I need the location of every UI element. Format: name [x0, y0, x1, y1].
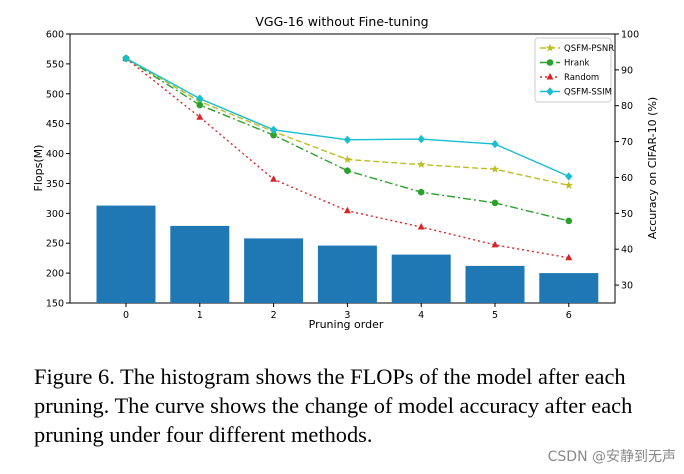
- chart: VGG-16 without Fine-tuning 1502002503003…: [32, 14, 659, 331]
- point-random-4: [417, 223, 425, 230]
- legend: QSFM-PSNR Hrank Random QSFM-SSIM: [534, 37, 614, 103]
- point-qsfm-ssim-1: [196, 94, 204, 103]
- legend-label-random: Random: [564, 73, 599, 83]
- left-tick-label: 150: [46, 299, 64, 310]
- x-axis: 0 1 2 3 4 5 6: [123, 303, 572, 321]
- point-qsfm-ssim-2: [270, 125, 278, 134]
- watermark: CSDN @安静到无声: [547, 449, 676, 465]
- right-tick-label: 70: [621, 137, 633, 148]
- legend-box: [534, 37, 612, 103]
- legend-marker-hrank: [546, 59, 554, 66]
- point-qsfm-psnr-6: [564, 181, 573, 189]
- x-tick-label: 0: [123, 310, 129, 321]
- bar-series: [96, 205, 599, 303]
- bar-5: [465, 265, 525, 303]
- right-tick-label: 40: [621, 245, 633, 256]
- right-tick-label: 50: [621, 209, 633, 220]
- legend-label-hrank: Hrank: [564, 59, 589, 69]
- right-tick-label: 90: [621, 65, 633, 76]
- bar-3: [317, 245, 377, 303]
- point-random-2: [270, 175, 278, 182]
- legend-label-qsfm-psnr: QSFM-PSNR: [564, 44, 614, 54]
- bar-4: [391, 254, 451, 303]
- y-axis-left-label: Flops(M): [32, 145, 45, 192]
- bar-1: [170, 225, 230, 303]
- point-hrank-1: [196, 101, 204, 109]
- left-axis: 150 200 250 300 350 400 450 500 550 600: [46, 30, 70, 310]
- x-tick-label: 1: [197, 310, 203, 321]
- left-tick-label: 300: [46, 209, 64, 220]
- point-qsfm-ssim-4: [417, 134, 425, 144]
- left-tick-label: 550: [46, 59, 64, 70]
- left-tick-label: 500: [46, 89, 64, 100]
- left-tick-label: 450: [46, 119, 64, 130]
- point-qsfm-ssim-6: [565, 172, 573, 181]
- x-tick-label: 3: [344, 310, 350, 321]
- left-tick-label: 350: [46, 179, 64, 190]
- chart-title: VGG-16 without Fine-tuning: [255, 14, 428, 29]
- point-random-5: [491, 240, 499, 248]
- x-tick-label: 5: [492, 310, 498, 321]
- point-hrank-2: [270, 131, 277, 139]
- point-qsfm-ssim-5: [491, 139, 499, 149]
- legend-marker-qsfm-psnr: [545, 43, 555, 52]
- legend-marker-random: [546, 73, 554, 80]
- right-tick-label: 100: [621, 30, 639, 41]
- right-tick-label: 30: [621, 281, 633, 292]
- point-qsfm-psnr-4: [417, 160, 426, 169]
- right-axis: 30 40 50 60 70 80 90 100: [615, 30, 639, 292]
- y-axis-right-label: Accuracy on CIFAR-10 (%): [646, 97, 659, 239]
- legend-marker-qsfm-ssim: [546, 87, 554, 96]
- figure-caption: Figure 6. The histogram shows the FLOPs …: [34, 364, 633, 447]
- bar-2: [244, 238, 304, 303]
- point-hrank-6: [565, 217, 573, 225]
- point-qsfm-ssim-0: [122, 54, 130, 63]
- point-hrank-4: [417, 188, 425, 196]
- line-qsfm-psnr: [125, 57, 569, 187]
- point-qsfm-psnr-5: [490, 164, 500, 173]
- bar-0: [96, 205, 156, 303]
- point-random-1: [196, 113, 204, 120]
- point-qsfm-psnr-3: [343, 155, 352, 164]
- point-hrank-3: [344, 167, 351, 174]
- legend-label-qsfm-ssim: QSFM-SSIM: [564, 88, 612, 98]
- point-qsfm-ssim-3: [343, 135, 351, 144]
- x-tick-label: 6: [566, 310, 572, 321]
- right-tick-label: 60: [621, 173, 633, 184]
- left-tick-label: 250: [46, 239, 64, 250]
- line-series-group: [121, 54, 573, 261]
- left-tick-label: 600: [46, 30, 64, 41]
- point-random-6: [565, 253, 573, 261]
- point-hrank-5: [491, 199, 499, 207]
- left-tick-label: 200: [46, 269, 64, 280]
- x-axis-label: Pruning order: [309, 318, 384, 331]
- left-tick-label: 400: [46, 149, 64, 160]
- point-random-3: [343, 206, 351, 214]
- right-tick-label: 80: [621, 101, 633, 112]
- x-tick-label: 2: [271, 310, 277, 321]
- bar-6: [539, 273, 599, 303]
- x-tick-label: 4: [418, 310, 424, 321]
